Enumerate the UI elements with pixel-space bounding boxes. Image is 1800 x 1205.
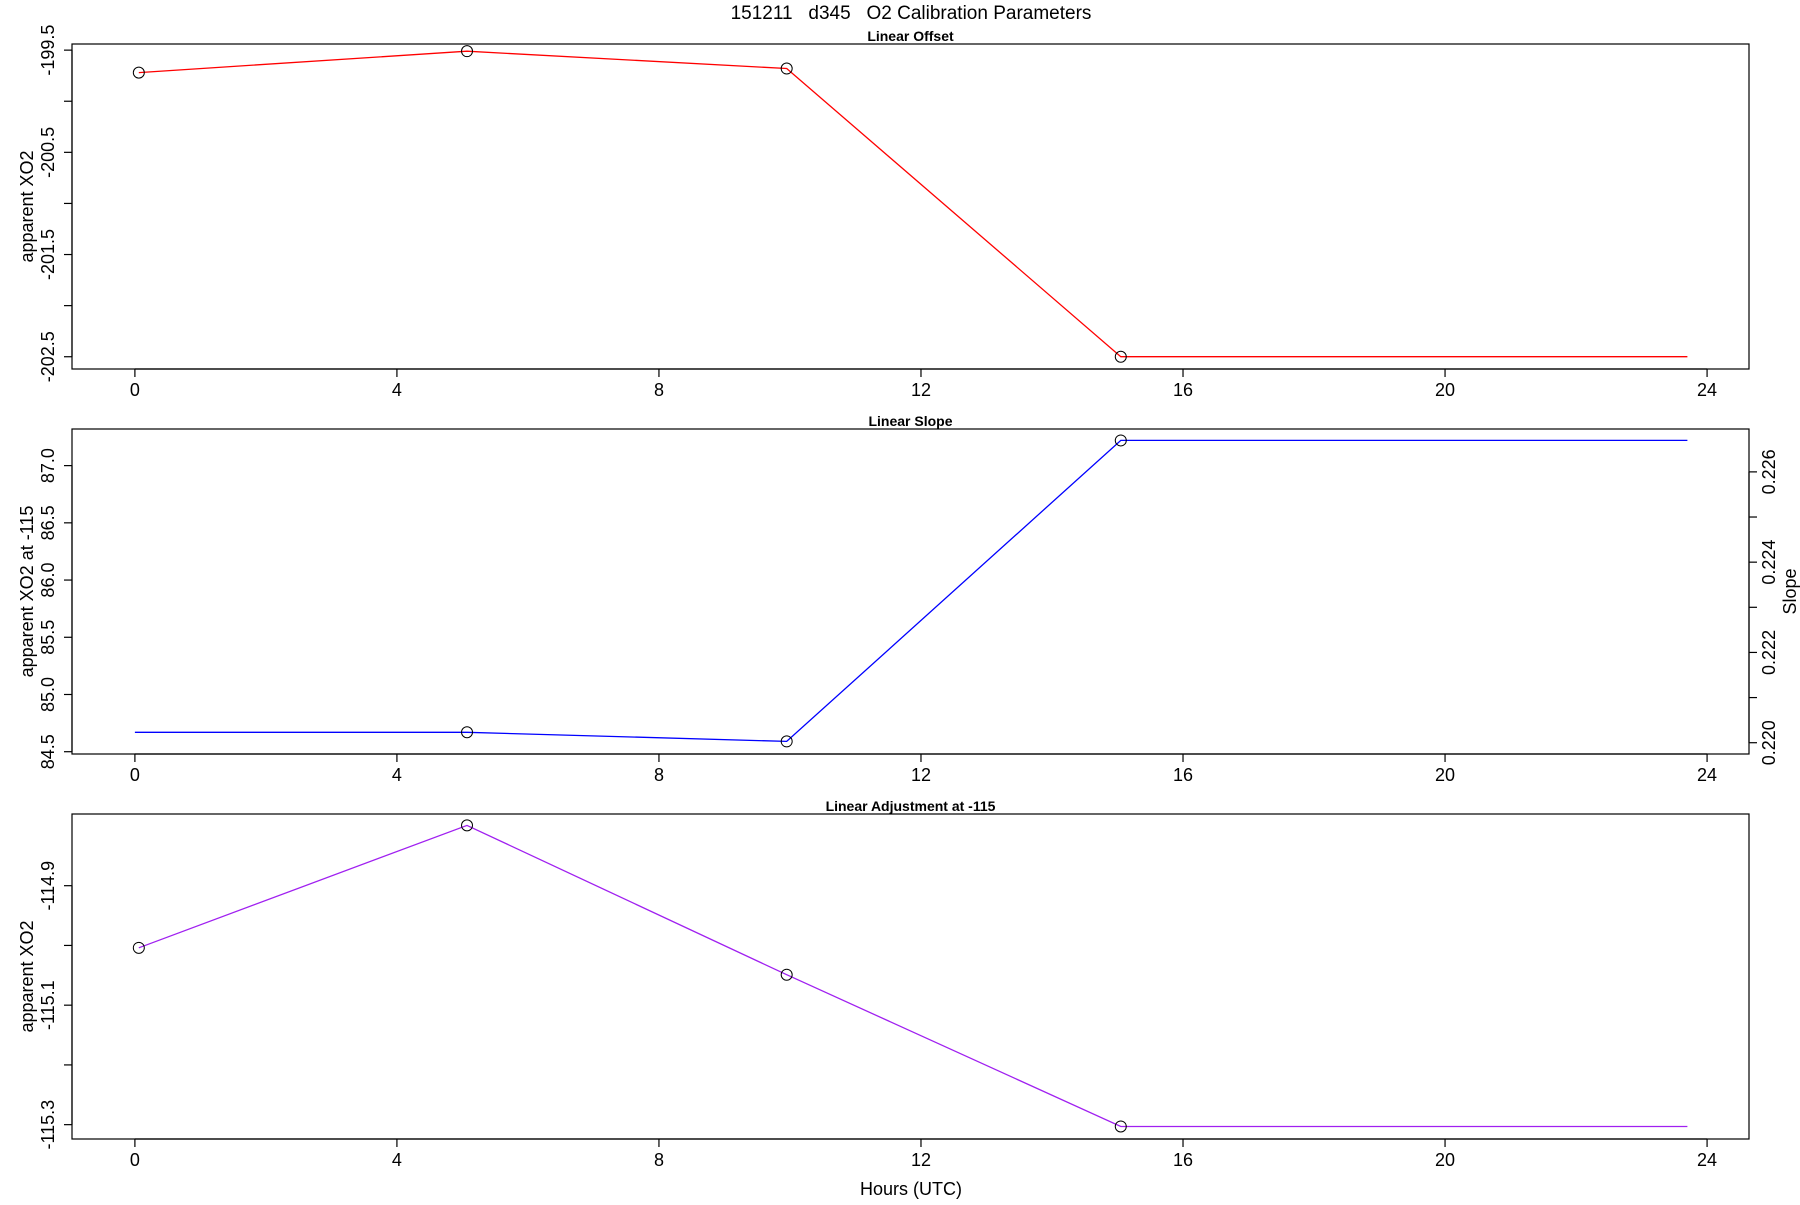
data-point [461,819,474,832]
y-axis-title: apparent XO2 [17,150,37,262]
y-tick-label: 87.0 [38,448,58,483]
right-y-tick-label: 0.226 [1759,449,1779,494]
x-tick-label: 8 [654,380,664,400]
right-y-tick-label: 0.220 [1759,720,1779,765]
data-point [132,941,145,954]
x-tick-label: 16 [1173,765,1193,785]
plot-frame [71,813,1750,1140]
x-tick-label: 8 [654,1150,664,1170]
x-tick-label: 0 [130,1150,140,1170]
x-tick-label: 24 [1697,1150,1717,1170]
y-tick-label: -201.5 [38,229,58,280]
y-tick-label: -114.9 [38,861,58,911]
data-point [780,968,793,981]
x-tick-label: 20 [1435,765,1455,785]
x-tick-label: 12 [911,380,931,400]
x-tick-label: 4 [392,765,402,785]
data-point [780,735,793,748]
panel-title: Linear Adjustment at -115 [826,798,996,814]
data-point [1114,350,1127,363]
figure-title: 151211 d345 O2 Calibration Parameters [731,3,1092,24]
right-y-tick-label: 0.222 [1759,630,1779,675]
x-tick-label: 12 [911,1150,931,1170]
y-tick-label: 85.5 [38,620,58,655]
x-tick-label: 16 [1173,380,1193,400]
x-axis-title: Hours (UTC) [860,1179,962,1199]
data-point [461,45,474,58]
x-tick-label: 20 [1435,380,1455,400]
plot-frame [71,43,1750,370]
y-tick-label: -200.5 [38,127,58,178]
x-tick-label: 4 [392,380,402,400]
panels-group: Linear Offset 0 4 8 12 16 20 24 -199.5 -200.5 -201… [17,25,1800,1170]
y-tick-label: 86.5 [38,505,58,540]
series-line [138,824,1688,1128]
series-line [134,439,1688,743]
panel-linear-slope: Linear Slope 0 4 8 12 16 20 24 84.5 85.0 85.5 86.0 8… [17,413,1800,785]
y-tick-label: -115.3 [38,1100,58,1150]
right-y-tick-label: 0.224 [1759,540,1779,585]
y-tick-label: 85.0 [38,677,58,712]
data-point [132,66,145,79]
y-tick-label: 84.5 [38,734,58,769]
data-point [461,726,474,739]
right-y-axis-title: Slope [1780,568,1800,614]
y-tick-label: 86.0 [38,563,58,598]
series-line [138,50,1688,358]
y-tick-label: -202.5 [38,331,58,382]
y-axis-title: apparent XO2 [17,920,37,1032]
panel-linear-offset: Linear Offset 0 4 8 12 16 20 24 -199.5 -200.5 -201… [17,25,1750,400]
data-point [780,62,793,75]
data-point [1114,434,1127,447]
panel-linear-adjustment-at-115: Linear Adjustment at -115 0 4 8 12 16 20 24 -114… [17,798,1750,1170]
x-tick-label: 24 [1697,765,1717,785]
x-tick-label: 24 [1697,380,1717,400]
y-tick-label: -199.5 [38,25,58,76]
x-tick-label: 20 [1435,1150,1455,1170]
y-axis-title: apparent XO2 at -115 [17,506,37,678]
x-tick-label: 8 [654,765,664,785]
y-tick-label: -115.1 [38,980,58,1030]
panel-title: Linear Offset [867,28,954,44]
x-tick-label: 0 [130,765,140,785]
x-tick-label: 0 [130,380,140,400]
x-tick-label: 12 [911,765,931,785]
x-tick-label: 4 [392,1150,402,1170]
plot-frame [71,428,1750,755]
data-point [1114,1120,1127,1133]
panel-title: Linear Slope [868,413,952,429]
x-tick-label: 16 [1173,1150,1193,1170]
